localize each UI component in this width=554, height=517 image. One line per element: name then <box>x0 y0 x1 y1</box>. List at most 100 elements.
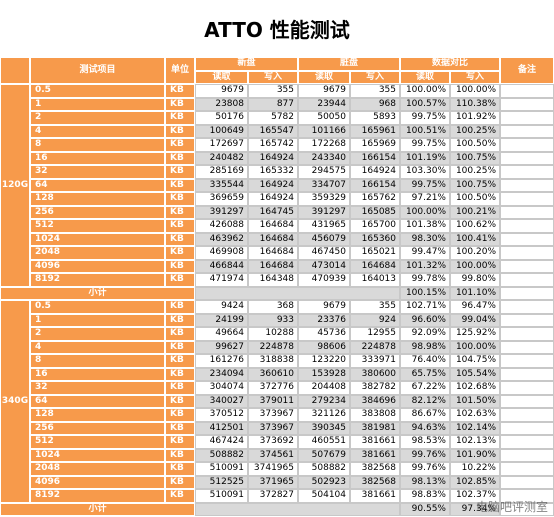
value-cell: 355 <box>350 84 400 98</box>
value-cell: 382568 <box>350 475 400 489</box>
value-cell: 50050 <box>298 111 350 125</box>
value-cell: 98.53% <box>400 435 450 449</box>
value-cell: 49664 <box>195 327 248 341</box>
note-cell <box>500 327 554 341</box>
note-cell <box>500 205 554 219</box>
value-cell: 5893 <box>350 111 400 125</box>
value-cell: 924 <box>350 313 400 327</box>
header-sub: 读取 <box>400 70 450 84</box>
value-cell: 99627 <box>195 340 248 354</box>
value-cell: 164684 <box>248 259 298 273</box>
note-cell <box>500 178 554 192</box>
value-cell: 165021 <box>350 246 400 260</box>
test-item: 1024 <box>30 448 165 462</box>
value-cell: 370512 <box>195 408 248 422</box>
value-cell: 426088 <box>195 219 248 233</box>
unit: KB <box>165 448 195 462</box>
note-cell <box>500 448 554 462</box>
value-cell: 374561 <box>248 448 298 462</box>
value-cell: 165547 <box>248 124 298 138</box>
value-cell: 285169 <box>195 165 248 179</box>
value-cell: 101.32% <box>400 259 450 273</box>
value-cell: 224878 <box>248 340 298 354</box>
value-cell: 510091 <box>195 489 248 503</box>
value-cell: 471974 <box>195 273 248 287</box>
test-item: 4 <box>30 340 165 354</box>
value-cell: 102.63% <box>450 408 500 422</box>
value-cell: 165762 <box>350 192 400 206</box>
value-cell: 98.83% <box>400 489 450 503</box>
unit: KB <box>165 340 195 354</box>
test-item: 2048 <box>30 246 165 260</box>
subtotal-label: 小计 <box>0 502 195 516</box>
value-cell: 102.68% <box>450 381 500 395</box>
note-cell <box>500 151 554 165</box>
value-cell: 279234 <box>298 394 350 408</box>
value-cell: 100.51% <box>400 124 450 138</box>
value-cell: 101166 <box>298 124 350 138</box>
note-cell <box>500 97 554 111</box>
value-cell: 164924 <box>248 192 298 206</box>
unit: KB <box>165 435 195 449</box>
value-cell: 100.00% <box>400 84 450 98</box>
value-cell: 99.76% <box>400 448 450 462</box>
value-cell: 164924 <box>350 165 400 179</box>
unit: KB <box>165 232 195 246</box>
value-cell: 304074 <box>195 381 248 395</box>
value-cell: 101.90% <box>450 448 500 462</box>
value-cell: 456079 <box>298 232 350 246</box>
value-cell: 99.76% <box>400 462 450 476</box>
value-cell: 23808 <box>195 97 248 111</box>
value-cell: 153928 <box>298 367 350 381</box>
note-cell <box>500 259 554 273</box>
value-cell: 382568 <box>350 462 400 476</box>
header-new: 新盘 <box>195 57 298 71</box>
value-cell: 99.47% <box>400 246 450 260</box>
value-cell: 166154 <box>350 178 400 192</box>
test-item: 1 <box>30 313 165 327</box>
value-cell: 164348 <box>248 273 298 287</box>
value-cell: 99.78% <box>400 273 450 287</box>
note-cell <box>500 435 554 449</box>
value-cell: 165969 <box>350 138 400 152</box>
value-cell: 102.71% <box>400 300 450 314</box>
value-cell: 318838 <box>248 354 298 368</box>
value-cell: 373692 <box>248 435 298 449</box>
value-cell: 5782 <box>248 111 298 125</box>
value-cell: 65.75% <box>400 367 450 381</box>
value-cell: 98606 <box>298 340 350 354</box>
unit: KB <box>165 192 195 206</box>
value-cell: 9679 <box>195 84 248 98</box>
note-cell <box>500 111 554 125</box>
value-cell: 164684 <box>350 259 400 273</box>
header-unit: 单位 <box>165 57 195 84</box>
value-cell: 294575 <box>298 165 350 179</box>
value-cell: 371965 <box>248 475 298 489</box>
unit: KB <box>165 111 195 125</box>
test-item: 64 <box>30 394 165 408</box>
note-cell <box>500 84 554 98</box>
note-cell <box>500 367 554 381</box>
note-cell <box>500 124 554 138</box>
value-cell: 99.75% <box>400 111 450 125</box>
value-cell: 512525 <box>195 475 248 489</box>
note-cell <box>500 381 554 395</box>
value-cell: 105.54% <box>450 367 500 381</box>
title: ATTO 性能测试 <box>204 18 350 42</box>
value-cell: 383808 <box>350 408 400 422</box>
value-cell: 172697 <box>195 138 248 152</box>
value-cell: 101.92% <box>450 111 500 125</box>
subtotal-value: 101.10% <box>450 286 500 300</box>
value-cell: 164013 <box>350 273 400 287</box>
value-cell: 12955 <box>350 327 400 341</box>
test-item: 128 <box>30 192 165 206</box>
value-cell: 94.63% <box>400 421 450 435</box>
value-cell: 504104 <box>298 489 350 503</box>
test-item: 64 <box>30 178 165 192</box>
unit: KB <box>165 273 195 287</box>
unit: KB <box>165 259 195 273</box>
value-cell: 164745 <box>248 205 298 219</box>
value-cell: 381661 <box>350 448 400 462</box>
value-cell: 165085 <box>350 205 400 219</box>
value-cell: 98.98% <box>400 340 450 354</box>
